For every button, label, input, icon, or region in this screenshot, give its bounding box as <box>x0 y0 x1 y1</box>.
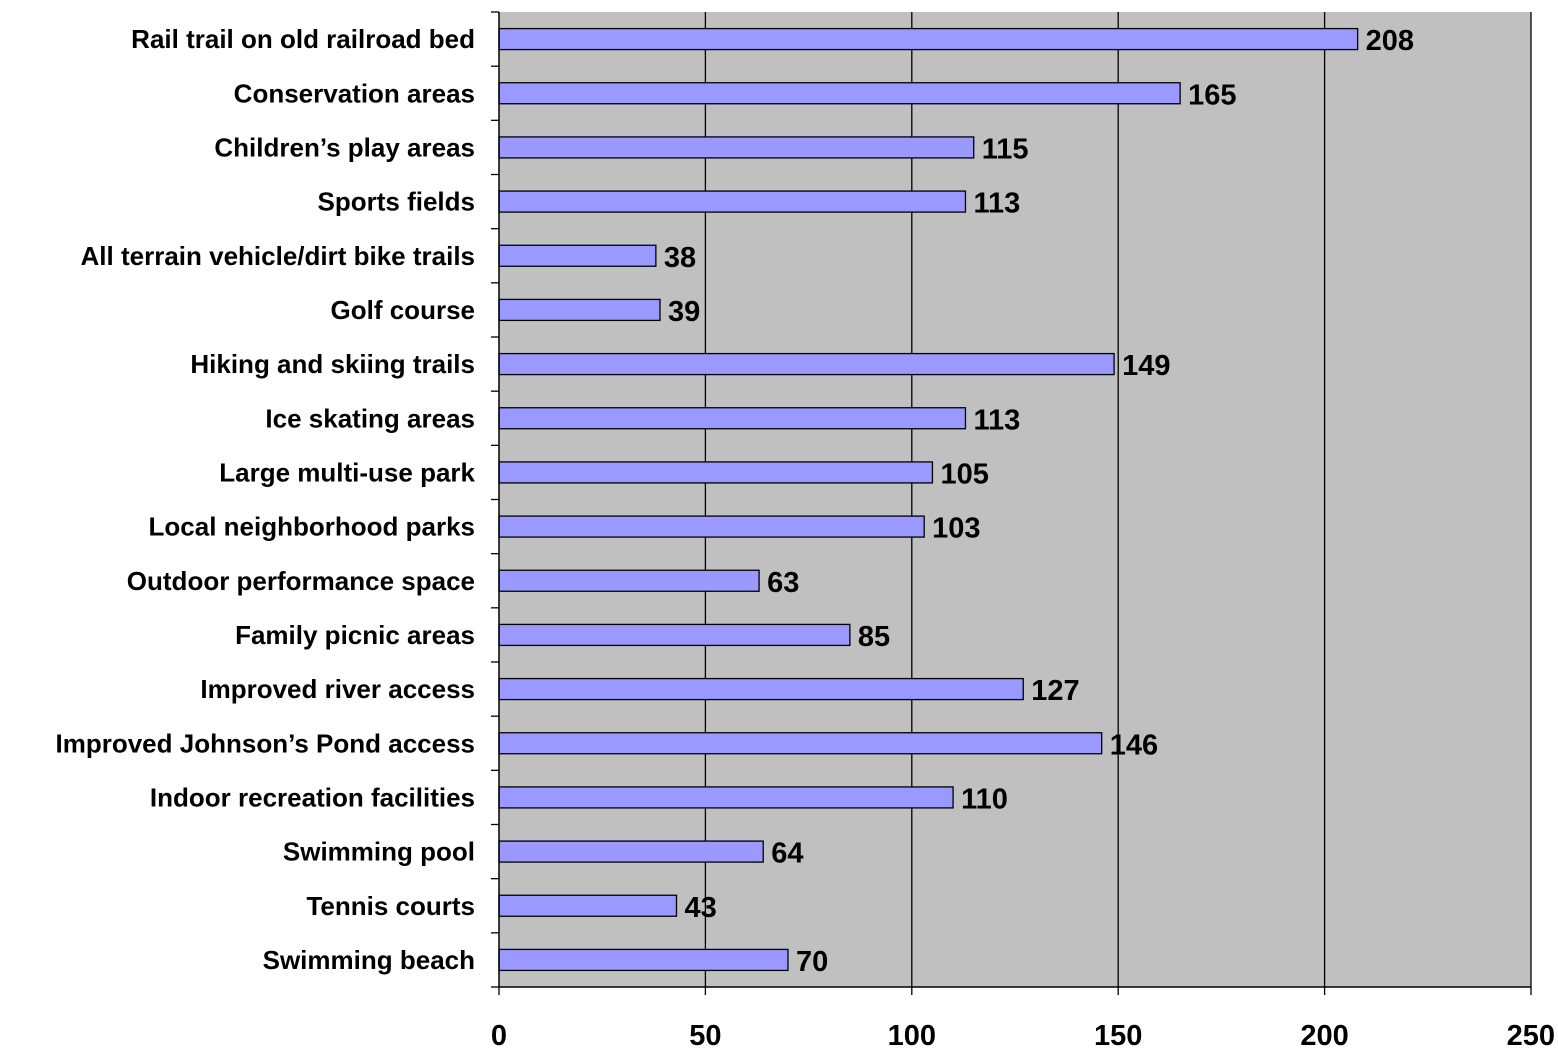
bar <box>498 82 1181 105</box>
bars <box>498 27 1359 972</box>
category-label: Conservation areas <box>234 78 475 108</box>
category-label: Children’s play areas <box>214 132 475 162</box>
x-tick-label: 250 <box>1507 1020 1555 1050</box>
bar <box>498 732 1103 755</box>
x-tick-label: 50 <box>689 1020 721 1050</box>
x-tick-label: 150 <box>1094 1020 1142 1050</box>
category-label: Large multi-use park <box>219 457 475 487</box>
category-label: Hiking and skiing trails <box>190 349 475 379</box>
category-label: Sports fields <box>318 187 475 217</box>
value-label: 43 <box>685 892 717 924</box>
bar <box>498 894 678 917</box>
bar <box>498 190 967 213</box>
value-label: 39 <box>668 296 700 328</box>
x-tick-label: 0 <box>491 1020 507 1050</box>
x-tick-labels: 0 50 100 150 200 250 <box>491 1020 1555 1050</box>
bar <box>498 244 657 267</box>
category-label: Ice skating areas <box>265 403 475 433</box>
category-label: Rail trail on old railroad bed <box>131 24 475 54</box>
bar <box>498 515 925 538</box>
bar <box>498 461 934 484</box>
bar <box>498 352 1115 376</box>
category-label: Indoor recreation facilities <box>150 782 475 812</box>
x-tick-label: 100 <box>888 1020 936 1050</box>
bar <box>498 27 1359 51</box>
axes <box>491 11 1532 995</box>
value-label: 115 <box>982 133 1029 165</box>
value-label: 85 <box>858 621 890 653</box>
value-label: 146 <box>1110 729 1158 761</box>
value-label: 103 <box>932 513 980 545</box>
value-label: 208 <box>1366 25 1414 57</box>
bar <box>498 786 954 809</box>
category-label: Local neighborhood parks <box>149 512 475 542</box>
x-tick-label: 200 <box>1300 1020 1348 1050</box>
category-labels: Rail trail on old railroad bed Conservati… <box>56 24 476 975</box>
value-label: 70 <box>796 946 828 978</box>
bar <box>498 136 975 159</box>
category-label: Swimming pool <box>283 837 475 867</box>
value-label: 64 <box>771 838 803 870</box>
value-label: 105 <box>940 458 988 490</box>
bar <box>498 298 661 322</box>
value-label: 113 <box>973 404 1020 436</box>
bar <box>498 840 764 863</box>
bar <box>498 623 851 647</box>
gridlines <box>704 12 1532 987</box>
category-label: All terrain vehicle/dirt bike trails <box>81 241 475 271</box>
category-label: Tennis courts <box>306 891 475 921</box>
category-label: Improved Johnson’s Pond access <box>56 728 476 758</box>
category-label: Family picnic areas <box>235 620 475 650</box>
value-label: 149 <box>1122 350 1170 382</box>
bar <box>498 407 967 430</box>
value-label: 113 <box>973 188 1020 220</box>
bar <box>498 569 760 592</box>
category-label: Outdoor performance space <box>127 566 475 596</box>
value-label: 110 <box>961 783 1008 815</box>
category-label: Golf course <box>331 295 475 325</box>
value-label: 63 <box>767 567 799 599</box>
value-label: 38 <box>664 242 696 274</box>
value-label: 127 <box>1031 675 1079 707</box>
value-label: 165 <box>1188 79 1236 111</box>
value-labels: 208 165 115 113 38 39 149 113 105 103 63 85 127 146 11… <box>664 25 1414 978</box>
bar <box>498 677 1024 701</box>
category-label: Swimming beach <box>263 945 475 975</box>
bar <box>498 948 789 972</box>
category-label: Improved river access <box>200 674 475 704</box>
plot-area <box>499 12 1531 987</box>
